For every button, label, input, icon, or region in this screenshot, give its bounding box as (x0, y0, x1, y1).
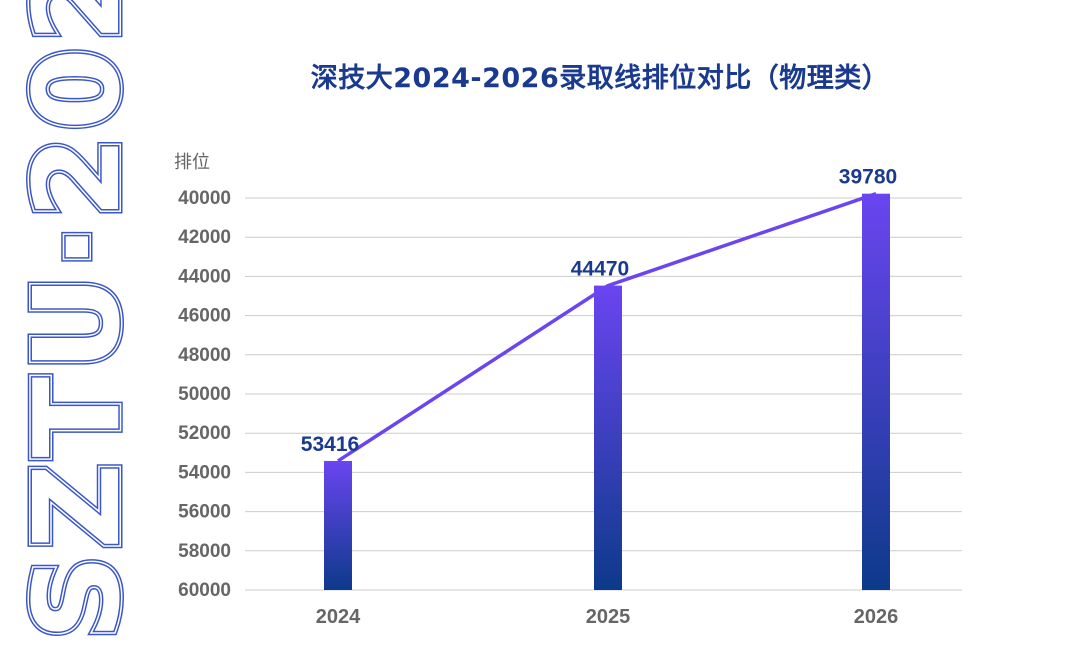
y-tick-label: 52000 (178, 423, 231, 444)
sztu-2026-watermark-logo: SZTU·2026 SZTU·2026 SZTU·2026 SZTU·2026 (4, 0, 141, 645)
bar-2024 (324, 460, 352, 590)
y-axis-ticks: 40000 42000 44000 46000 48000 50000 52000 54000… (178, 188, 231, 601)
y-tick-label: 42000 (178, 227, 231, 248)
x-axis-ticks: 2024 2025 2026 (316, 606, 899, 628)
y-tick-label: 54000 (178, 462, 231, 483)
value-labels: 53416 44470 39780 (301, 166, 897, 456)
bar-2025 (594, 285, 622, 590)
bar-2026 (862, 193, 890, 591)
y-axis-label: 排位 (174, 152, 210, 173)
svg-text:SZTU·2026: SZTU·2026 (8, 0, 140, 640)
value-label-2024: 53416 (301, 433, 359, 456)
y-tick-label: 60000 (178, 580, 231, 601)
chart-title: 深技大2024-2026录取线排位对比（物理类） (310, 63, 890, 94)
y-tick-label: 48000 (178, 345, 231, 366)
value-label-2025: 44470 (571, 258, 629, 281)
trend-line (337, 192, 877, 463)
y-tick-label: 46000 (178, 306, 231, 327)
value-label-2026: 39780 (839, 166, 897, 189)
svg-text:SZTU·2026: SZTU·2026 (8, 0, 140, 640)
y-tick-label: 56000 (178, 502, 231, 523)
y-tick-label: 50000 (178, 384, 231, 405)
x-tick-label-2025: 2025 (586, 606, 631, 628)
y-tick-label: 58000 (178, 541, 231, 562)
y-tick-label: 40000 (178, 188, 231, 209)
y-tick-label: 44000 (178, 266, 231, 287)
svg-text:SZTU·2026: SZTU·2026 (8, 0, 140, 640)
x-tick-label-2024: 2024 (316, 606, 361, 628)
svg-text:SZTU·2026: SZTU·2026 (8, 0, 140, 640)
trend-line-path (337, 192, 877, 463)
bars (324, 193, 890, 591)
x-tick-label-2026: 2026 (854, 606, 899, 628)
